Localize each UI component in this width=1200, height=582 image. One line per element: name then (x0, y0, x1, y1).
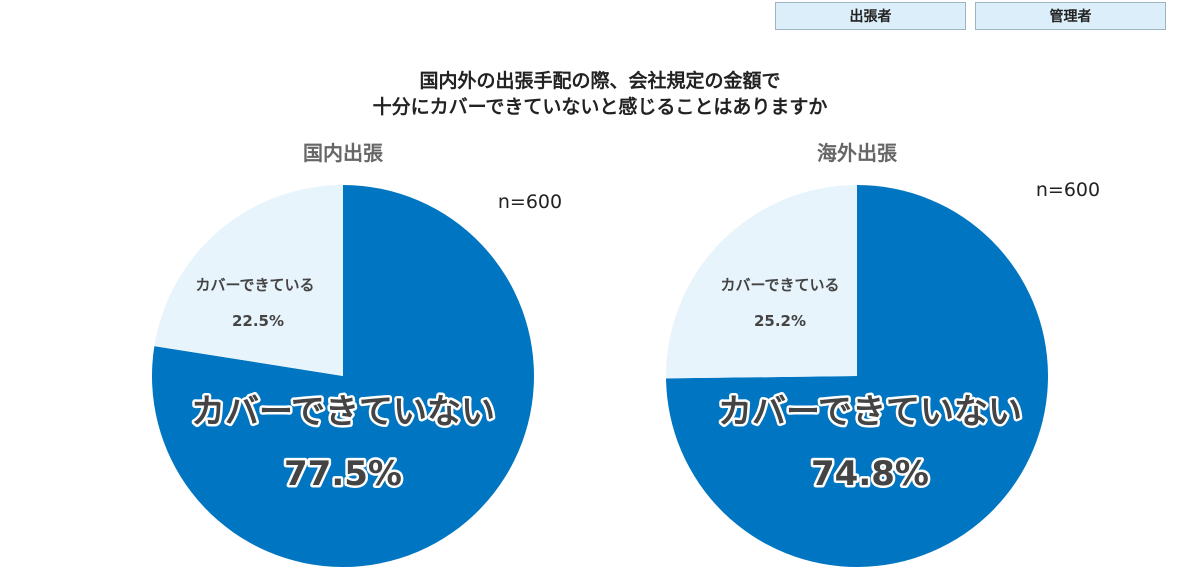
slice-value-covered-overseas: 25.2% (754, 312, 806, 330)
pie-slice-covered-overseas (666, 185, 857, 379)
chart-title-line-1: 国内外の出張手配の際、会社規定の金額で (419, 70, 781, 92)
pie-slice-not-covered-overseas (666, 185, 1049, 567)
pie-title-overseas: 海外出張 (817, 141, 898, 165)
pie-slice-not-covered-domestic (151, 185, 534, 567)
pie-chart-domestic: 国内出張 n=600 カバーできている 22.5% カバーできていない 77.5… (151, 141, 562, 567)
slice-label-not-covered-overseas: カバーできていない (718, 392, 1022, 432)
slice-label-covered-domestic: カバーできている (195, 276, 314, 294)
slice-label-covered-overseas: カバーできている (720, 276, 839, 294)
chart-title-line-2: 十分にカバーできていないと感じることはありますか (372, 96, 828, 118)
pie-title-domestic: 国内出張 (303, 141, 384, 165)
pie-slice-covered-domestic (154, 185, 343, 376)
sample-size-overseas: n=600 (1036, 179, 1100, 201)
tab-business-traveler[interactable]: 出張者 (775, 2, 966, 30)
slice-value-not-covered-domestic: 77.5% (284, 454, 402, 494)
tab-administrator[interactable]: 管理者 (975, 2, 1166, 30)
sample-size-domestic: n=600 (498, 191, 562, 213)
slice-label-not-covered-domestic: カバーできていない (191, 392, 495, 432)
pie-chart-overseas: 海外出張 n=600 カバーできている 25.2% カバーできていない 74.8… (666, 141, 1100, 567)
slice-value-not-covered-overseas: 74.8% (811, 454, 929, 494)
slice-value-covered-domestic: 22.5% (232, 312, 284, 330)
